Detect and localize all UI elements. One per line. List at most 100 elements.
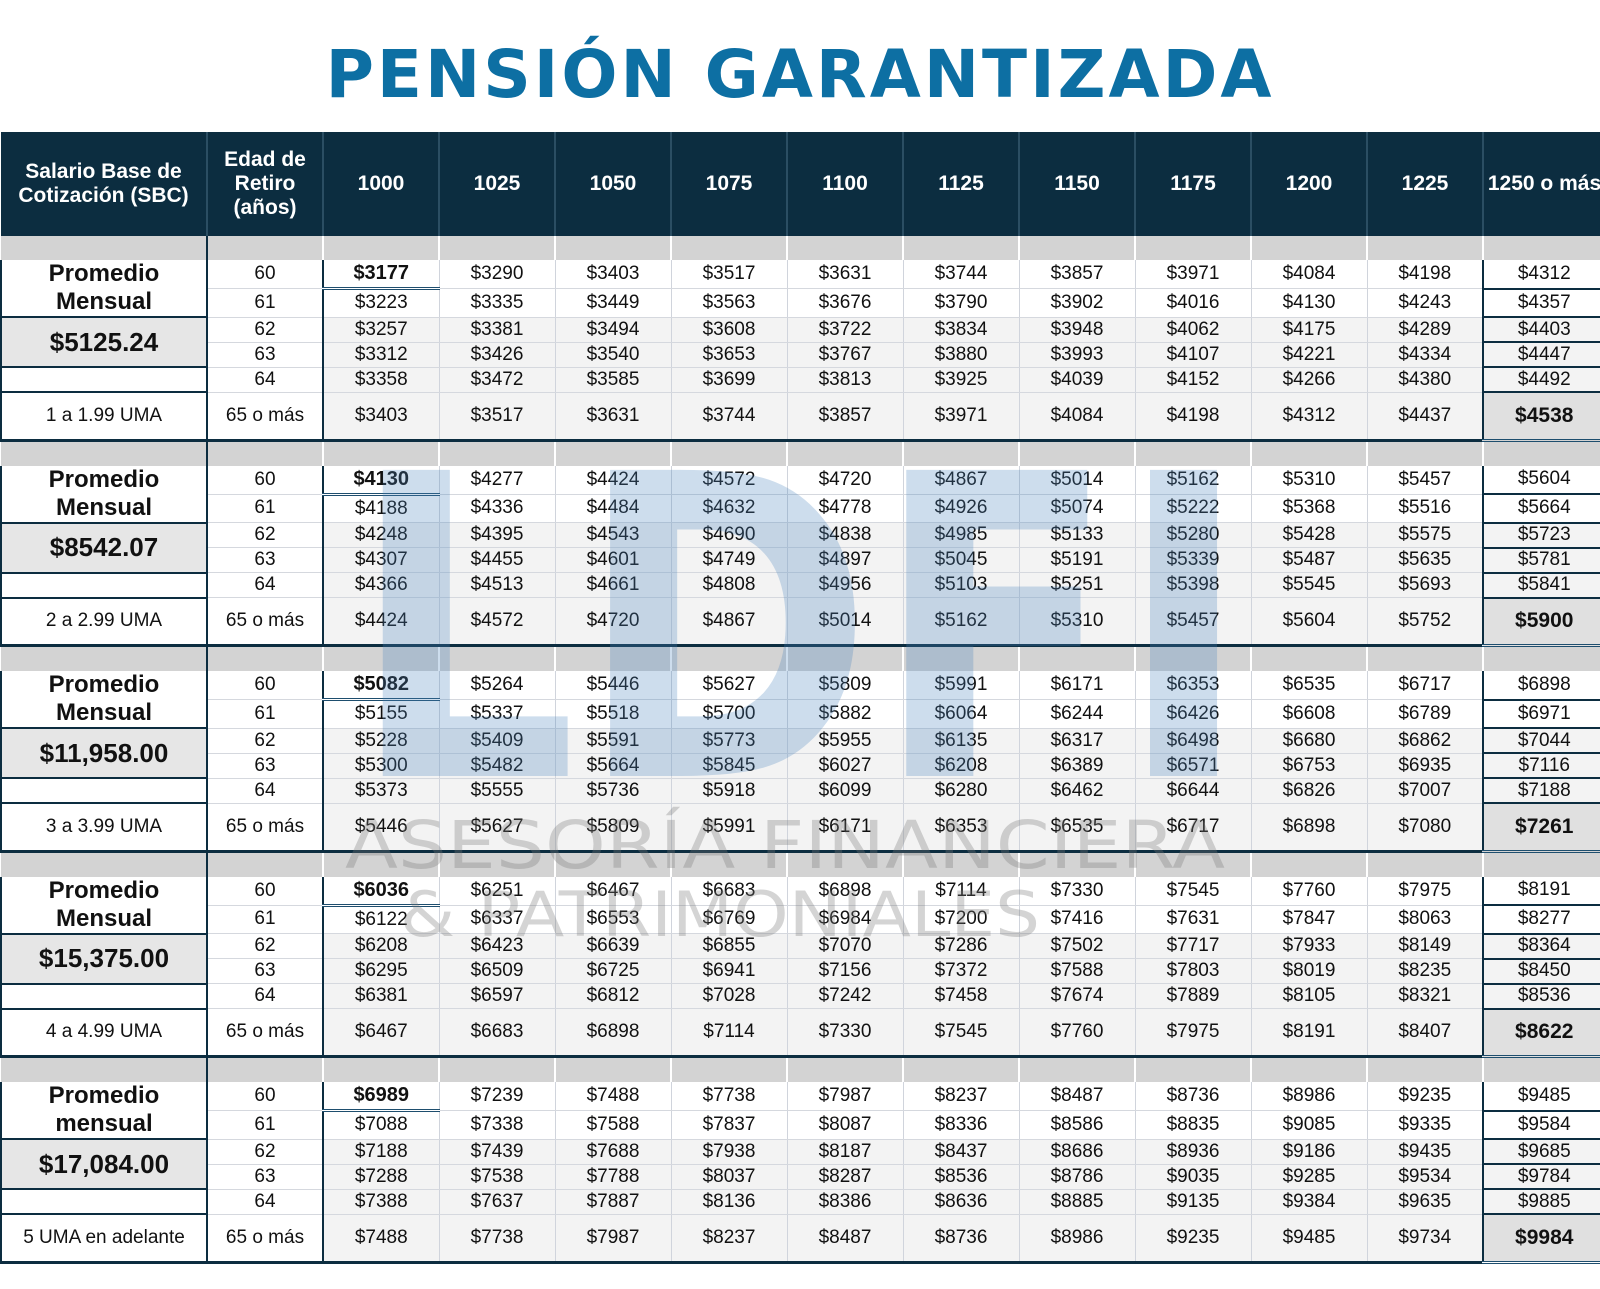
spacer-cell: [439, 851, 556, 877]
pension-value: $6683: [671, 876, 788, 906]
pension-value: $5918: [671, 778, 788, 804]
spacer-cell: [1019, 645, 1136, 671]
table-row: 2 a 2.99 UMA 65 o más $4424 $4572 $4720 $4867…: [0, 597, 1600, 647]
spacer-cell: [1483, 645, 1600, 671]
pension-value: $9085: [1251, 1110, 1368, 1140]
pension-value: $8019: [1251, 958, 1368, 984]
pension-value: $7044: [1482, 728, 1600, 754]
retirement-age: 62: [207, 933, 324, 959]
pension-value: $3381: [439, 317, 556, 343]
pension-value: $8936: [1135, 1139, 1252, 1165]
pension-value: $6064: [903, 699, 1020, 729]
retirement-age: 63: [207, 958, 324, 984]
table-row: 64 $6381 $6597 $6812 $7028 $7242 $7458 $7674 $78…: [0, 983, 1600, 1010]
pension-value: $3517: [439, 392, 556, 442]
pension-value: $5409: [439, 728, 556, 754]
pension-value: $5664: [555, 753, 672, 779]
group-average: $11,958.00: [0, 728, 208, 779]
spacer-cell: [903, 851, 1020, 877]
table-row: 63 $3312 $3426 $3540 $3653 $3767 $3880 $3993 $41…: [1, 342, 1600, 368]
pension-value: $3653: [671, 342, 788, 368]
spacer-cell: [671, 851, 788, 877]
spacer-cell: [1019, 1056, 1136, 1082]
pension-value: $9384: [1251, 1189, 1368, 1215]
spacer-cell: [671, 645, 788, 671]
spacer-cell: [1483, 851, 1600, 877]
pension-value: $8105: [1251, 983, 1368, 1009]
pension-value: $5575: [1367, 522, 1484, 548]
pension-value: $4152: [1135, 367, 1252, 393]
pension-value: $8986: [1251, 1082, 1368, 1111]
pension-value: $7488: [323, 1214, 440, 1264]
table-row: 4 a 4.99 UMA 65 o más $6467 $6683 $6898 $7114…: [0, 1008, 1600, 1058]
spacer-cell: [439, 236, 556, 260]
retirement-age: 60: [207, 671, 324, 700]
retirement-age: 60: [207, 465, 324, 495]
pension-value: $4084: [1251, 260, 1368, 289]
pension-value: $5955: [787, 728, 904, 754]
spacer-cell: [903, 440, 1020, 466]
spacer-cell: [1, 1056, 208, 1082]
pension-value: $5373: [323, 778, 440, 804]
pension-value: $7114: [903, 876, 1020, 906]
pension-value: $5457: [1367, 465, 1484, 495]
pension-value: $7242: [787, 983, 904, 1009]
group-spacer: [1, 851, 1600, 877]
pension-value: $6855: [671, 933, 788, 959]
pension-value: $3449: [555, 288, 672, 318]
pension-value: $4424: [555, 465, 672, 495]
pension-value: $7738: [439, 1214, 556, 1264]
spacer-cell: [787, 1056, 904, 1082]
pension-value: $7288: [323, 1164, 440, 1190]
table-row: Promedio Mensual 60 $4130 $4277 $4424 $4572 $4…: [0, 465, 1600, 524]
pension-value: $4492: [1482, 367, 1600, 393]
retirement-age: 61: [207, 288, 324, 318]
pension-value: $4289: [1367, 317, 1484, 343]
spacer-cell: [1483, 1056, 1600, 1082]
pension-value: $3857: [1019, 260, 1136, 289]
pension-value: $6467: [323, 1008, 440, 1058]
pension-value: $9435: [1367, 1139, 1484, 1165]
pension-value: $4424: [323, 597, 440, 647]
pension-value: $5991: [903, 671, 1020, 700]
pension-value: $5045: [903, 547, 1020, 573]
pension-value: $3472: [439, 367, 556, 393]
pension-value: $4312: [1482, 260, 1600, 290]
table-row: 64 $4366 $4513 $4661 $4808 $4956 $5103 $5251 $53…: [0, 572, 1600, 599]
pension-value: $6317: [1019, 728, 1136, 754]
pension-value: $8786: [1019, 1164, 1136, 1190]
spacer-cell: [787, 645, 904, 671]
table-row: $8542.07 62 $4248 $4395 $4543 $4690 $4838 $4985…: [0, 522, 1600, 574]
pension-value: $4690: [671, 522, 788, 548]
pension-value: $9885: [1482, 1189, 1600, 1215]
pension-value: $8586: [1019, 1110, 1136, 1140]
pension-value: $7200: [903, 905, 1020, 934]
pension-value: $8237: [903, 1082, 1020, 1111]
table-row: 1 a 1.99 UMA 65 o más $3403 $3517 $3631 $3744…: [0, 392, 1600, 442]
pension-value: $6941: [671, 958, 788, 984]
pension-value: $8037: [671, 1164, 788, 1190]
pension-value: $9235: [1135, 1214, 1252, 1264]
pension-value: $3563: [671, 288, 788, 318]
pension-value: $5446: [323, 803, 440, 853]
group-label: Promedio Mensual: [0, 876, 208, 935]
pension-value: $4062: [1135, 317, 1252, 343]
pension-value: $4838: [787, 522, 904, 548]
spacer-cell: [555, 236, 672, 260]
pension-value: $5162: [903, 597, 1020, 647]
pension-value: $7416: [1019, 905, 1136, 934]
table-row: Promedio Mensual 60 $6036 $6251 $6467 $6683 $6…: [0, 876, 1600, 935]
pension-value: $7738: [671, 1082, 788, 1111]
retirement-age: 62: [207, 1139, 324, 1165]
pension-value: $4484: [555, 494, 672, 523]
retirement-age: 65 o más: [207, 1008, 324, 1058]
table-row: 61 $5155 $5337 $5518 $5700 $5882 $6064 $6244 $64…: [1, 699, 1600, 729]
pension-value: $7987: [787, 1082, 904, 1111]
retirement-age: 62: [207, 522, 324, 548]
pension-value: $6498: [1135, 728, 1252, 754]
pension-value: $4107: [1135, 342, 1252, 368]
table-row: $5125.24 62 $3257 $3381 $3494 $3608 $3722 $3834…: [0, 317, 1600, 368]
pension-value: $5014: [1019, 465, 1136, 495]
pension-value: $4778: [787, 494, 904, 523]
pension-value: $8386: [787, 1189, 904, 1215]
